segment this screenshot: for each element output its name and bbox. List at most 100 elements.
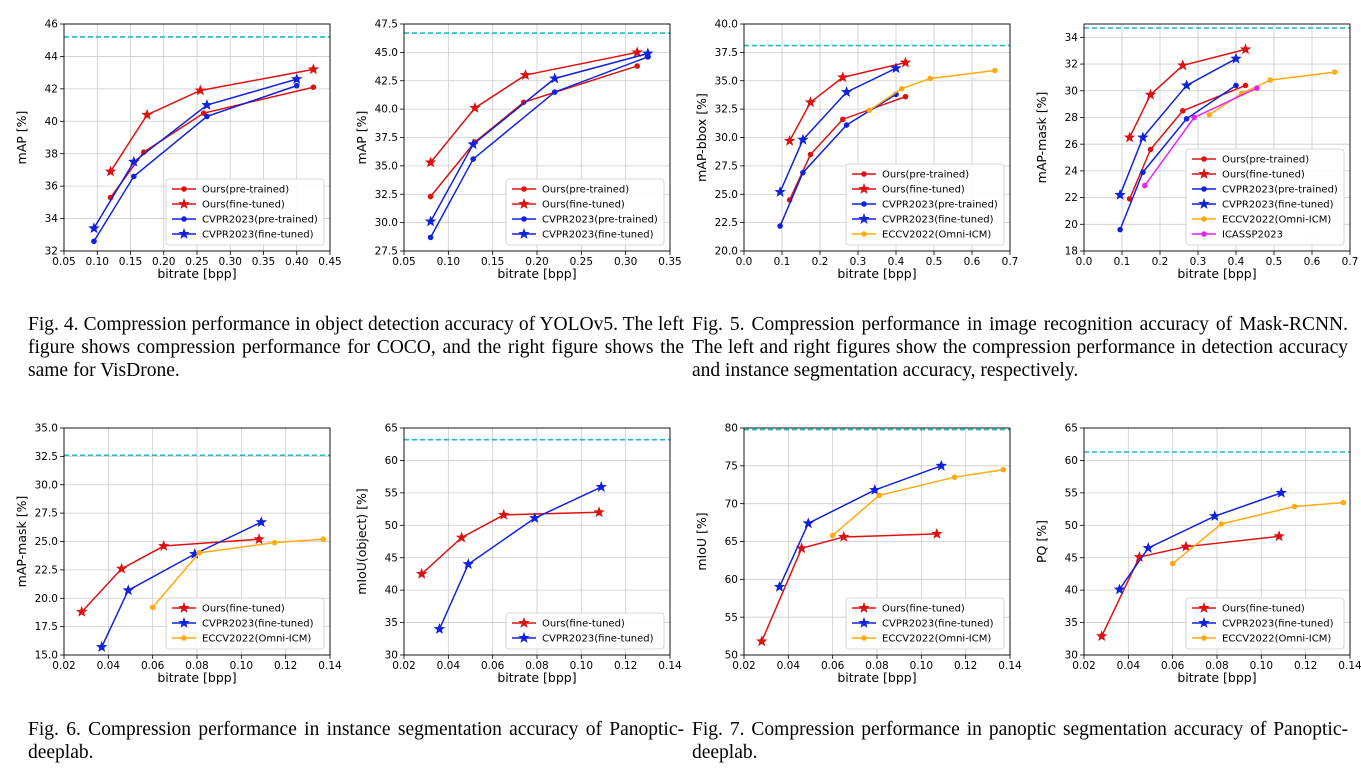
plot-frame — [63, 427, 331, 656]
chart-map-mask: 0.0 0.1 0.2 0.3 0.4 0.5 0.6 0.7 18 20 22 24 26 28 30 32… — [1020, 8, 1360, 288]
legend-label: Ours(fine-tuned) — [542, 200, 625, 211]
data-point — [76, 605, 88, 617]
series — [424, 46, 643, 168]
y-tick-label: 75 — [725, 460, 738, 472]
x-tick-label: 0.04 — [777, 660, 801, 672]
data-point — [802, 517, 814, 529]
series — [427, 54, 651, 241]
series-line — [1119, 84, 1237, 230]
x-tick-label: 0.7 — [1342, 256, 1359, 268]
data-point — [1233, 82, 1239, 89]
series-line — [438, 486, 602, 630]
x-tick-label: 0.6 — [1304, 256, 1321, 268]
series — [866, 67, 998, 114]
legend-marker — [181, 635, 187, 641]
y-axis-label: mAP-bbox [%] — [694, 93, 709, 182]
data-point — [122, 584, 134, 596]
legend-marker — [858, 183, 870, 194]
data-point — [756, 635, 768, 647]
data-point — [470, 156, 476, 162]
series-line — [832, 468, 1004, 537]
y-tick-label: 45.0 — [375, 47, 398, 59]
data-point — [469, 101, 481, 113]
data-point — [549, 72, 561, 84]
legend-marker — [521, 186, 527, 192]
legend-label: Ours(fine-tuned) — [1222, 170, 1305, 181]
x-axis-label: bitrate [bpp] — [837, 266, 916, 281]
x-tick-label: 0.05 — [52, 256, 75, 268]
data-point — [927, 75, 933, 82]
series — [756, 527, 943, 647]
data-point — [131, 173, 137, 180]
data-point — [1142, 182, 1148, 189]
y-tick-label: 30 — [385, 650, 398, 662]
series — [1142, 85, 1260, 189]
y-tick-label: 20.0 — [35, 593, 58, 605]
series-line — [788, 61, 906, 142]
data-point — [1191, 114, 1197, 121]
y-axis-label: mAP-mask [%] — [1034, 92, 1049, 184]
y-tick-label: 35 — [385, 617, 398, 629]
data-point — [1275, 486, 1287, 498]
x-axis-label: bitrate [bpp] — [497, 670, 576, 685]
y-tick-label: 34 — [1065, 32, 1079, 44]
series-line — [101, 521, 262, 648]
data-point — [1113, 583, 1126, 595]
data-point — [291, 73, 303, 84]
y-tick-label: 24 — [1065, 165, 1079, 177]
data-point — [467, 138, 479, 150]
x-tick-label: 0.12 — [954, 660, 977, 672]
y-tick-label: 38 — [45, 148, 58, 160]
data-point — [455, 531, 468, 543]
legend-label: Ours(fine-tuned) — [542, 619, 625, 630]
legend-marker — [858, 602, 870, 613]
legend-marker — [1201, 156, 1207, 162]
data-point — [204, 113, 210, 120]
data-point — [433, 623, 446, 634]
caption-fig5: Fig. 5. Compression performance in image… — [692, 314, 1348, 381]
series-line — [152, 538, 324, 608]
y-tick-label: 40 — [45, 116, 58, 128]
data-point — [631, 46, 643, 58]
data-point — [800, 169, 806, 176]
series-line — [421, 511, 600, 575]
data-point — [104, 165, 117, 177]
caption-fig4: Fig. 4. Compression performance in objec… — [28, 314, 684, 381]
series-line — [761, 533, 937, 642]
data-point — [498, 508, 510, 520]
x-tick-label: 0.14 — [658, 660, 682, 672]
data-point — [595, 481, 607, 492]
data-point — [1142, 541, 1154, 553]
data-point — [1147, 146, 1154, 153]
data-point — [773, 580, 786, 592]
series-line — [429, 52, 649, 222]
data-point — [310, 84, 317, 91]
x-axis-label: bitrate [bpp] — [1177, 670, 1256, 685]
data-point — [1144, 88, 1157, 100]
series — [88, 73, 303, 234]
legend-marker — [518, 632, 530, 643]
x-tick-label: 0.35 — [658, 256, 681, 268]
x-tick-label: 0.4 — [888, 256, 905, 268]
x-tick-label: 0.5 — [926, 256, 943, 268]
x-tick-label: 0.40 — [285, 256, 308, 268]
x-tick-label: 0.08 — [525, 660, 548, 672]
legend-marker — [1201, 186, 1207, 192]
legend-label: CVPR2023(fine-tuned) — [882, 215, 994, 226]
y-tick-label: 25.0 — [35, 536, 58, 548]
legend-marker — [1198, 617, 1210, 628]
y-tick-label: 27.5 — [715, 160, 738, 172]
data-point — [890, 62, 902, 74]
x-tick-label: 0.3 — [1190, 256, 1207, 268]
y-tick-label: 32 — [1065, 59, 1078, 71]
legend-box — [1185, 597, 1345, 650]
data-point — [551, 89, 558, 95]
x-tick-label: 0.10 — [437, 256, 460, 268]
y-tick-label: 34 — [45, 213, 59, 225]
y-tick-label: 28 — [1065, 112, 1078, 124]
y-tick-label: 15.0 — [35, 650, 58, 662]
legend-label: CVPR2023(fine-tuned) — [542, 634, 654, 645]
data-point — [91, 238, 97, 245]
series-line — [1128, 48, 1246, 138]
data-point — [797, 133, 809, 145]
